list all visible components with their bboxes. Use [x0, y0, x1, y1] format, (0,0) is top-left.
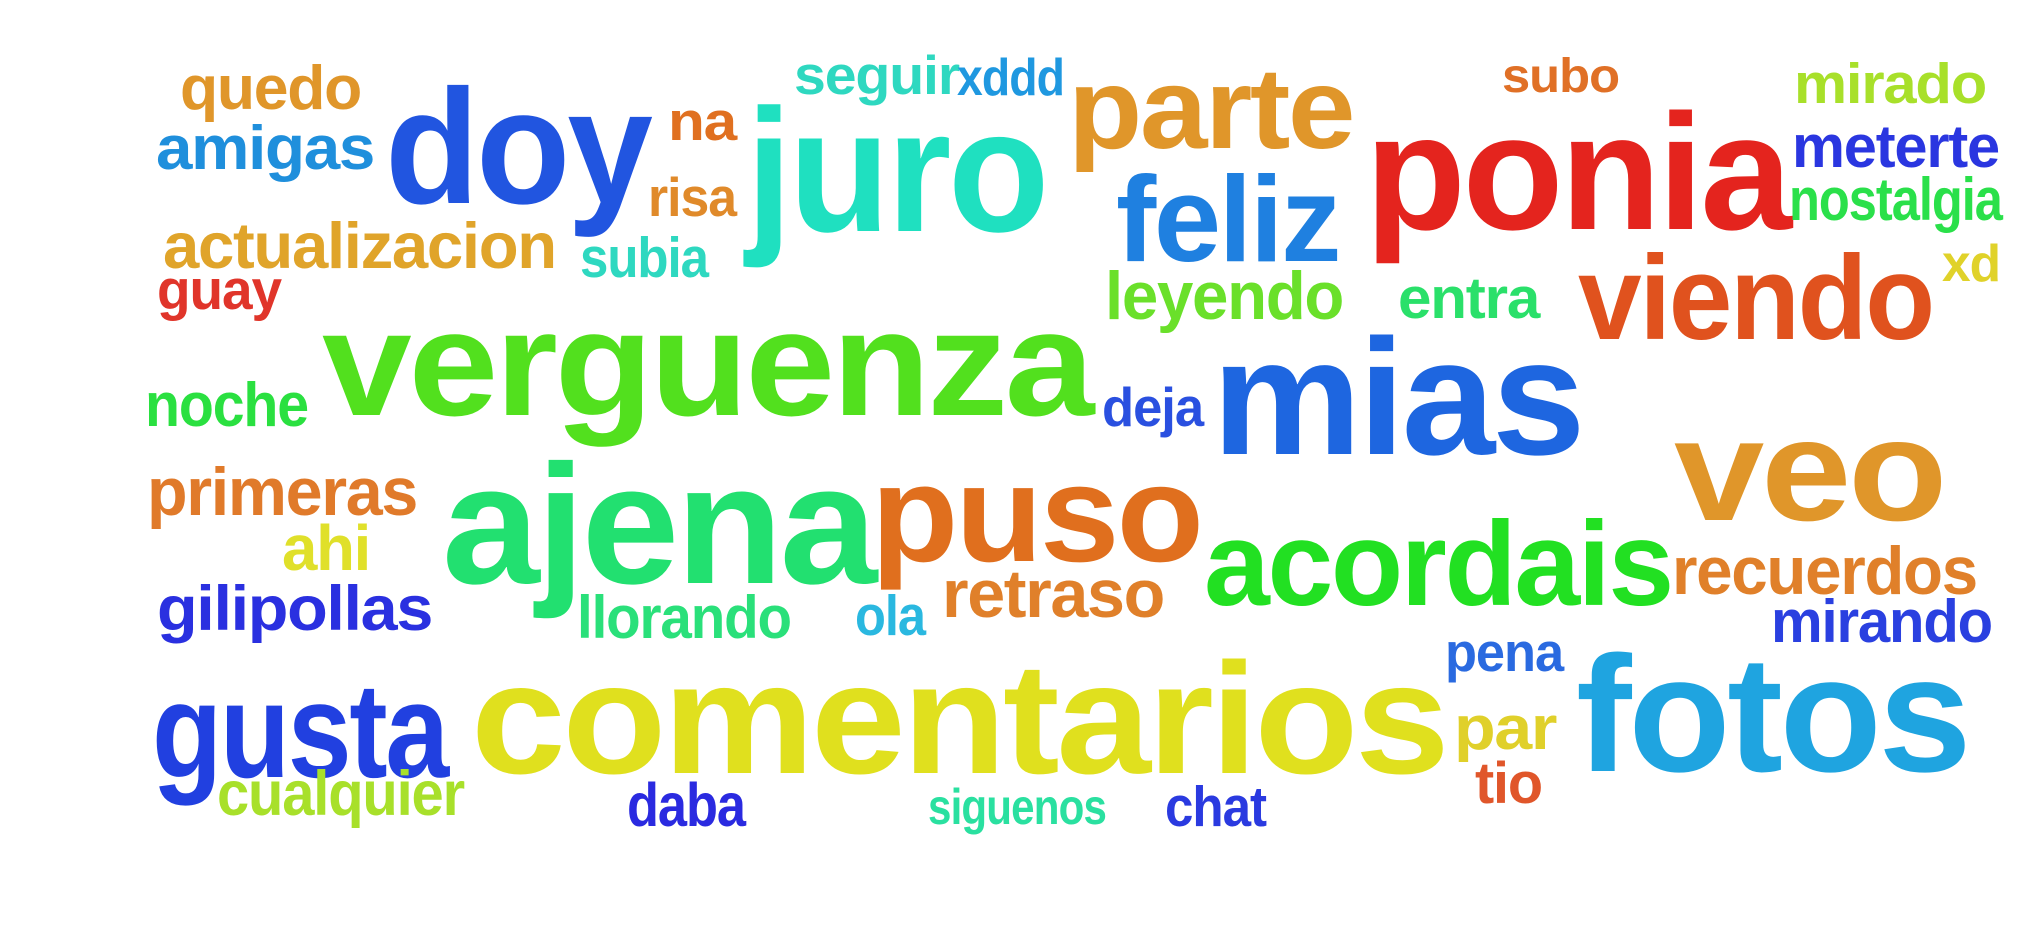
word-acordais: acordais	[1204, 497, 1674, 631]
word-retraso: retraso	[942, 556, 1165, 632]
word-tio: tio	[1475, 751, 1543, 816]
word-recuerdos: recuerdos	[1672, 533, 1978, 609]
word-comentarios: comentarios	[471, 631, 1450, 807]
word-mirando: mirando	[1771, 588, 1993, 655]
word-mirado: mirado	[1794, 52, 1987, 116]
word-cualquier: cualquier	[217, 759, 465, 829]
word-seguir: seguir	[794, 44, 960, 106]
word-par: par	[1454, 694, 1557, 763]
word-gilipollas: gilipollas	[157, 574, 433, 644]
word-guay: guay	[157, 258, 282, 322]
word-fotos: fotos	[1576, 622, 1972, 806]
word-leyendo: leyendo	[1105, 258, 1344, 334]
word-puso: puso	[871, 437, 1204, 591]
word-pena: pena	[1445, 621, 1564, 683]
word-mias: mias	[1212, 305, 1586, 489]
word-siguenos: siguenos	[928, 779, 1107, 835]
word-meterte: meterte	[1792, 113, 2000, 180]
word-ola: ola	[855, 584, 926, 648]
word-risa: risa	[648, 166, 737, 228]
word-ajena: ajena	[442, 430, 877, 620]
word-deja: deja	[1102, 376, 1204, 438]
word-chat: chat	[1165, 775, 1267, 839]
word-doy: doy	[385, 55, 653, 238]
word-ponia: ponia	[1365, 80, 1792, 264]
word-ahi: ahi	[282, 512, 371, 584]
word-verguenza: verguenza	[322, 279, 1095, 447]
word-parte: parte	[1068, 45, 1356, 173]
word-amigas: amigas	[156, 114, 375, 183]
word-gusta: gusta	[152, 655, 449, 806]
word-entra: entra	[1398, 266, 1540, 331]
word-quedo: quedo	[180, 54, 362, 123]
word-daba: daba	[627, 771, 746, 839]
word-viendo: viendo	[1578, 231, 1935, 365]
word-xddd: xddd	[957, 49, 1065, 107]
word-noche: noche	[145, 371, 309, 440]
word-subo: subo	[1502, 50, 1620, 103]
word-nostalgia: nostalgia	[1789, 166, 2003, 233]
word-primeras: primeras	[147, 454, 418, 530]
word-actualizacion: actualizacion	[163, 209, 557, 282]
word-na: na	[668, 90, 737, 152]
word-veo: veo	[1674, 389, 1947, 551]
word-xd: xd	[1942, 235, 2001, 293]
word-feliz: feliz	[1116, 151, 1341, 287]
word-llorando: llorando	[577, 584, 792, 651]
word-juro: juro	[746, 74, 1049, 269]
word-subia: subia	[580, 226, 709, 290]
